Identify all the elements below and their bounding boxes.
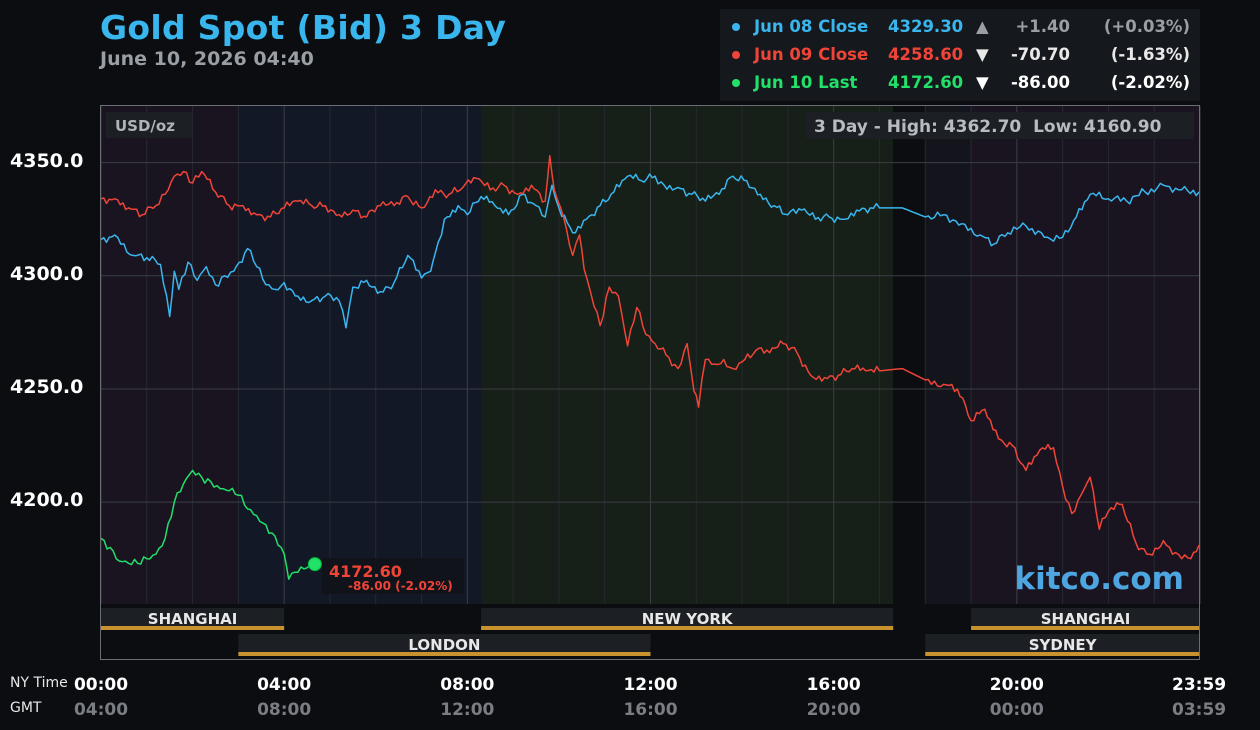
legend-value: 4329.30 xyxy=(888,17,964,36)
legend-arrow: ▼ xyxy=(976,45,989,64)
session-band xyxy=(238,106,482,604)
session-bar-bg xyxy=(971,608,1200,626)
legend-change: +1.40 xyxy=(1015,17,1070,36)
session-bar-bg xyxy=(238,634,651,652)
legend-arrow: ▼ xyxy=(976,73,989,92)
x-tick-label-gmt: 00:00 xyxy=(989,700,1044,720)
series-line-jun-09 xyxy=(100,155,1200,560)
session-band xyxy=(925,106,972,604)
session-band xyxy=(893,106,926,604)
units-label: USD/oz xyxy=(115,117,175,135)
session-bar-stripe xyxy=(481,626,894,630)
session-label: SHANGHAI xyxy=(1041,610,1131,628)
stats-label: 3 Day - High: 4362.70 Low: 4160.90 xyxy=(814,117,1162,137)
session-label: SHANGHAI xyxy=(148,610,238,628)
x-tick-label-gmt: 16:00 xyxy=(623,700,678,720)
gmt-caption: GMT xyxy=(10,700,42,716)
chart-title: Gold Spot (Bid) 3 Day xyxy=(100,8,507,47)
legend-label: Jun 09 Close xyxy=(754,45,869,64)
session-bars: SHANGHAI NEW YORK SHANGHAI LONDON SYDNEY xyxy=(101,604,1200,660)
x-tick-label-ny: 04:00 xyxy=(257,675,312,695)
session-band xyxy=(101,106,239,604)
x-tick-label-gmt: 03:59 xyxy=(1172,700,1227,720)
session-band xyxy=(971,106,1200,604)
chart-datetime: June 10, 2026 04:40 xyxy=(100,48,314,70)
series-line-jun-10 xyxy=(100,469,316,580)
session-background-bands xyxy=(101,106,1200,604)
legend-label: Jun 10 Last xyxy=(754,73,858,92)
x-tick-label-ny: 12:00 xyxy=(623,675,678,695)
y-tick-label: 4300.0 xyxy=(10,262,84,285)
y-tick-label: 4250.0 xyxy=(10,375,84,398)
last-value-label: 4172.60 xyxy=(329,562,402,581)
x-tick-label-ny: 23:59 xyxy=(1172,675,1227,695)
watermark: kitco.com xyxy=(1015,561,1185,597)
x-tick-label-gmt: 04:00 xyxy=(73,700,129,720)
legend-arrow: ▲ xyxy=(976,17,989,36)
series-lines xyxy=(100,155,1200,580)
legend-percent: (-1.63%) xyxy=(1110,45,1190,64)
legend-percent: (-2.02%) xyxy=(1110,73,1190,92)
plot-frame xyxy=(100,105,1200,660)
session-bar-stripe xyxy=(238,652,651,656)
last-point-dot xyxy=(307,557,322,572)
legend-dot xyxy=(732,79,740,87)
session-bar-stripe xyxy=(925,652,1200,656)
last-label-box xyxy=(322,558,464,594)
legend-dot xyxy=(732,51,740,59)
y-tick-label: 4200.0 xyxy=(10,489,84,512)
session-label: SYDNEY xyxy=(1029,636,1098,654)
legend-value: 4172.60 xyxy=(888,73,964,92)
session-label: NEW YORK xyxy=(642,610,734,628)
session-label: LONDON xyxy=(408,636,480,654)
x-tick-label-ny: 20:00 xyxy=(989,675,1044,695)
legend: Jun 08 Close 4329.30 ▲ +1.40 (+0.03%) Ju… xyxy=(720,9,1200,101)
series-line-jun-08 xyxy=(100,173,1200,329)
legend-row: Jun 08 Close 4329.30 ▲ +1.40 (+0.03%) xyxy=(720,14,1200,40)
x-tick-label-ny: 00:00 xyxy=(73,675,129,695)
legend-change: -70.70 xyxy=(1010,45,1070,64)
legend-row: Jun 10 Last 4172.60 ▼ -86.00 (-2.02%) xyxy=(720,70,1200,96)
legend-label: Jun 08 Close xyxy=(754,17,869,36)
x-tick-label-ny: 08:00 xyxy=(440,675,495,695)
legend-row: Jun 09 Close 4258.60 ▼ -70.70 (-1.63%) xyxy=(720,42,1200,68)
x-tick-label-gmt: 20:00 xyxy=(806,700,861,720)
session-bar-bg xyxy=(925,634,1200,652)
session-bar-stripe xyxy=(971,626,1200,630)
session-bar-bg xyxy=(101,608,285,626)
session-bar-stripe xyxy=(101,626,285,630)
legend-change: -86.00 xyxy=(1010,73,1070,92)
legend-value: 4258.60 xyxy=(888,45,964,64)
legend-dot xyxy=(732,23,740,31)
y-tick-label: 4350.0 xyxy=(10,149,84,172)
session-band xyxy=(481,106,894,604)
units-box xyxy=(106,112,192,138)
x-tick-label-gmt: 12:00 xyxy=(440,700,495,720)
grid-lines xyxy=(100,106,1201,604)
x-tick-label-ny: 16:00 xyxy=(806,675,861,695)
stats-box xyxy=(806,112,1194,139)
last-change-label: -86.00 (-2.02%) xyxy=(348,579,453,593)
x-tick-label-gmt: 08:00 xyxy=(257,700,312,720)
legend-percent: (+0.03%) xyxy=(1103,17,1190,36)
session-bar-bg xyxy=(481,608,894,626)
ny-time-caption: NY Time xyxy=(10,675,68,691)
